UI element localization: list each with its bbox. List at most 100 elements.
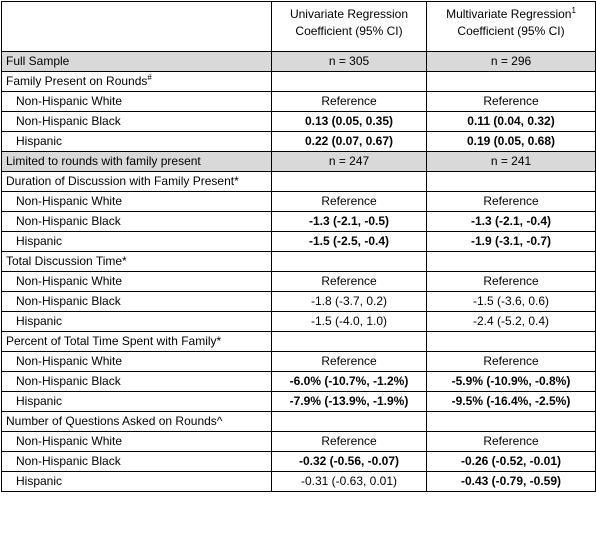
value-cell: Reference [426,271,596,292]
row-label: Non-Hispanic Black [1,291,272,312]
table-row: Non-Hispanic Black 0.13 (0.05, 0.35) 0.11 … [1,111,596,132]
value-cell: -1.5 (-4.0, 1.0) [271,311,427,332]
value-text: -7.9% (-13.9%, -1.9%) [289,394,409,408]
value-text: n = 247 [328,154,370,168]
value-text: Reference [483,274,539,288]
value-text: -5.9% (-10.9%, -0.8%) [451,374,571,388]
row-label: Non-Hispanic White [1,191,272,212]
table-row: Hispanic -1.5 (-4.0, 1.0) -2.4 (-5.2, 0.4) [1,311,596,332]
value-text: 0.22 (0.07, 0.67) [304,134,394,148]
row-label: Duration of Discussion with Family Prese… [1,171,272,192]
value-text: -1.8 (-3.7, 0.2) [310,294,388,308]
value-cell: Reference [426,191,596,212]
header-cell [1,1,272,52]
value-text: -0.32 (-0.56, -0.07) [298,454,400,468]
value-cell [426,411,596,432]
value-text: 0.13 (0.05, 0.35) [304,114,394,128]
table-row: Non-Hispanic White Reference Reference [1,431,596,452]
value-cell: Reference [271,271,427,292]
table-body: Full Sample n = 305 n = 296 Family Present … [1,51,596,492]
table-row: Non-Hispanic Black -6.0% (-10.7%, -1.2%) -… [1,371,596,392]
value-text: -0.43 (-0.79, -0.59) [460,474,562,488]
value-cell [426,331,596,352]
label-text: Total Discussion Time* [6,254,127,268]
row-label: Limited to rounds with family present [1,151,272,172]
row-label: Non-Hispanic Black [1,211,272,232]
label-text: Non-Hispanic Black [16,294,121,308]
table-row: Non-Hispanic White Reference Reference [1,351,596,372]
label-text: Percent of Total Time Spent with Family* [6,334,222,348]
label-sup: # [147,73,152,82]
table-row: Non-Hispanic Black -1.3 (-2.1, -0.5) -1.3 … [1,211,596,232]
header-cell: Multivariate Regression1 Coefficient (95%… [426,1,596,52]
value-text: n = 241 [490,154,532,168]
value-cell: 0.13 (0.05, 0.35) [271,111,427,132]
table-row: Number of Questions Asked on Rounds^ [1,411,596,432]
header-text: Coefficient (95% CI) [457,24,565,38]
table-row: Non-Hispanic Black -0.32 (-0.56, -0.07) -0… [1,451,596,472]
value-cell: -1.8 (-3.7, 0.2) [271,291,427,312]
header-text: Multivariate Regression [446,7,572,21]
value-text: n = 296 [490,54,532,68]
value-text: -1.5 (-2.5, -0.4) [308,234,390,248]
table-row: Hispanic -1.5 (-2.5, -0.4) -1.9 (-3.1, -0.… [1,231,596,252]
label-text: Hispanic [16,394,63,408]
value-cell: -2.4 (-5.2, 0.4) [426,311,596,332]
value-cell: Reference [426,91,596,112]
table-row: Family Present on Rounds# [1,71,596,92]
label-text: Number of Questions Asked on Rounds^ [6,414,223,428]
value-cell: -6.0% (-10.7%, -1.2%) [271,371,427,392]
table-row: Duration of Discussion with Family Prese… [1,171,596,192]
value-text: Reference [321,274,377,288]
value-text: -0.31 (-0.63, 0.01) [300,474,398,488]
results-table: Univariate Regression Coefficient (95% CI… [1,1,596,492]
value-cell: n = 296 [426,51,596,72]
label-text: Hispanic [16,134,63,148]
value-text: Reference [483,194,539,208]
value-text: -1.3 (-2.1, -0.5) [308,214,390,228]
table-row: Percent of Total Time Spent with Family* [1,331,596,352]
value-cell: -1.3 (-2.1, -0.4) [426,211,596,232]
table-row: Limited to rounds with family present n =… [1,151,596,172]
row-label: Total Discussion Time* [1,251,272,272]
header-cell: Univariate Regression Coefficient (95% CI… [271,1,427,52]
table-row: Full Sample n = 305 n = 296 [1,51,596,72]
value-text: Reference [321,354,377,368]
value-text: 0.11 (0.04, 0.32) [467,114,555,128]
label-text: Non-Hispanic White [16,434,123,448]
table-row: Non-Hispanic White Reference Reference [1,191,596,212]
value-text: Reference [483,354,539,368]
value-cell: Reference [426,351,596,372]
value-cell: -0.26 (-0.52, -0.01) [426,451,596,472]
value-cell: Reference [271,191,427,212]
label-text: Family Present on Rounds [6,74,148,88]
label-text: Full Sample [6,54,70,68]
table-row: Non-Hispanic Black -1.8 (-3.7, 0.2) -1.5 (… [1,291,596,312]
value-cell: -0.31 (-0.63, 0.01) [271,471,427,492]
row-label: Non-Hispanic White [1,431,272,452]
value-text: -1.3 (-2.1, -0.4) [470,214,552,228]
label-text: Hispanic [16,234,63,248]
row-label: Full Sample [1,51,272,72]
row-label: Non-Hispanic White [1,91,272,112]
row-label: Hispanic [1,311,272,332]
table-row: Total Discussion Time* [1,251,596,272]
value-cell: Reference [271,431,427,452]
header-text: Univariate Regression [289,7,409,21]
value-cell: Reference [271,351,427,372]
value-text: Reference [321,194,377,208]
value-cell: -1.9 (-3.1, -0.7) [426,231,596,252]
value-cell [271,331,427,352]
row-label: Hispanic [1,391,272,412]
value-cell: -1.3 (-2.1, -0.5) [271,211,427,232]
value-cell: Reference [271,91,427,112]
label-text: Non-Hispanic White [16,94,123,108]
row-label: Number of Questions Asked on Rounds^ [1,411,272,432]
row-label: Percent of Total Time Spent with Family* [1,331,272,352]
value-text: -6.0% (-10.7%, -1.2%) [289,374,409,388]
value-text: Reference [483,94,539,108]
label-text: Non-Hispanic White [16,194,123,208]
row-label: Hispanic [1,471,272,492]
label-text: Non-Hispanic White [16,354,123,368]
